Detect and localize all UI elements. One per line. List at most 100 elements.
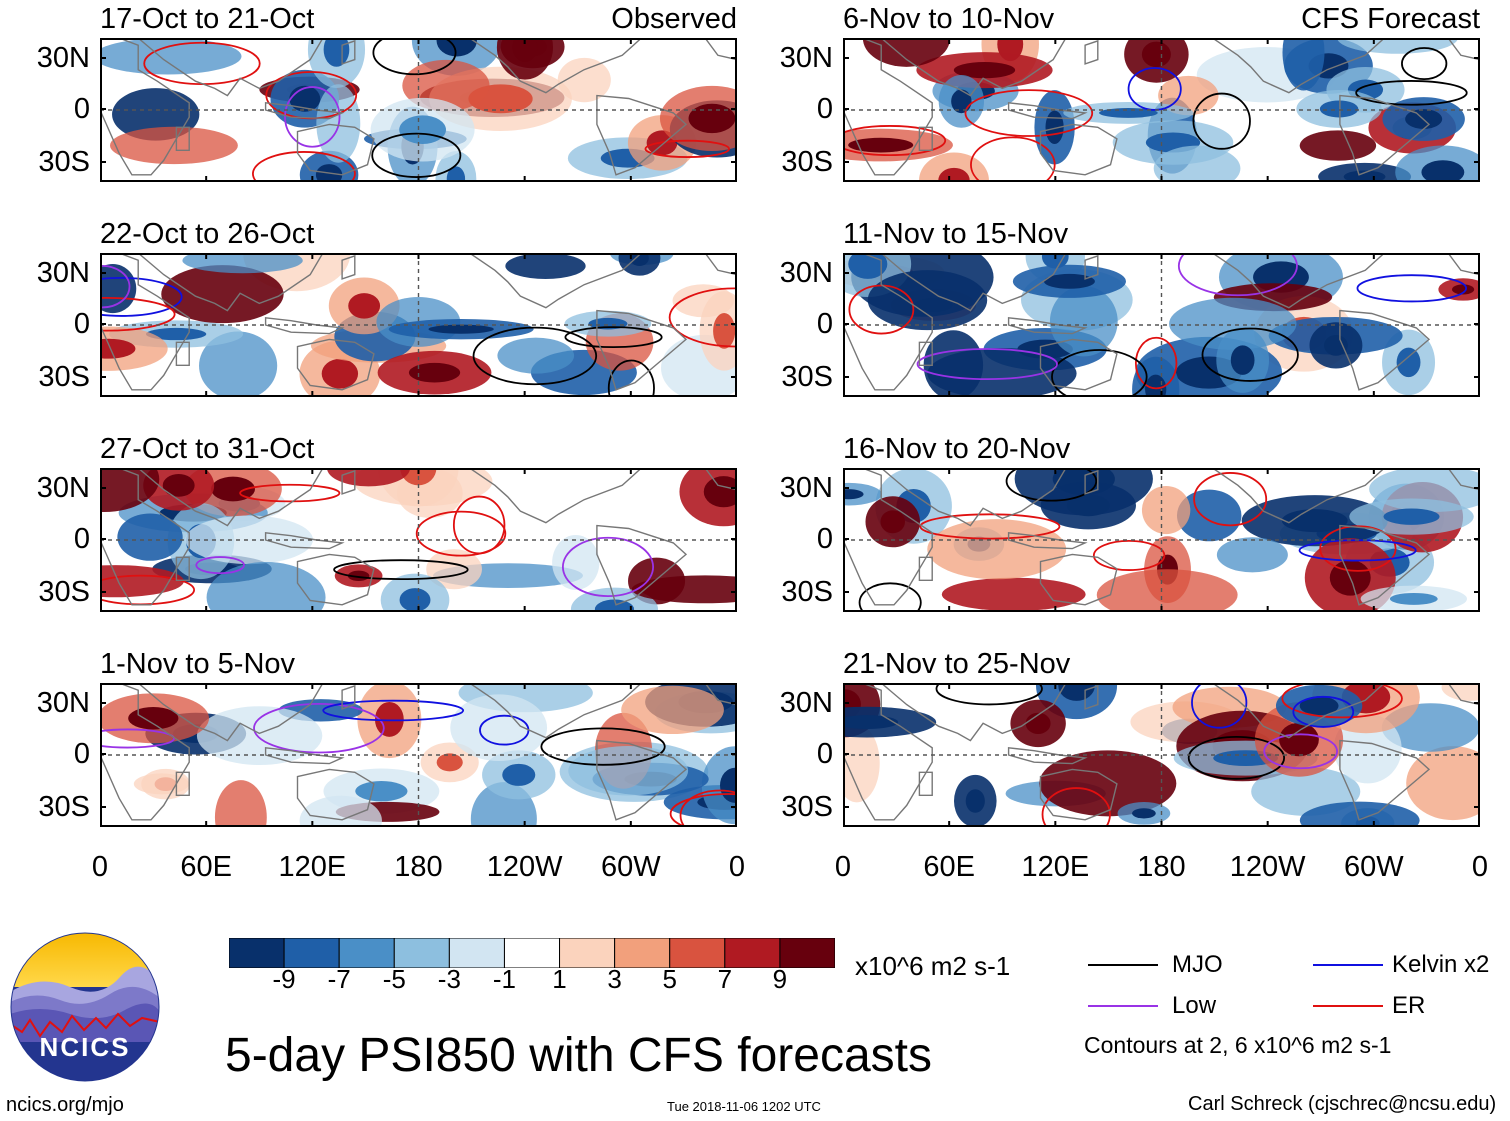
anomaly-core	[145, 327, 207, 341]
wave-contour	[100, 277, 183, 317]
latitude-label: 30N	[779, 42, 833, 74]
colorbar-units: x10^6 m2 s-1	[855, 951, 1011, 981]
latitude-label: 30N	[779, 257, 833, 289]
coastline	[175, 556, 190, 582]
longitude-label: 60E	[923, 851, 975, 883]
latitude-label: 0	[73, 93, 90, 125]
anomaly-shading	[1153, 145, 1241, 182]
anomaly-shading	[206, 562, 326, 612]
wave-contour	[1201, 327, 1299, 382]
anomaly-core	[1025, 712, 1051, 735]
wave-contour	[1356, 274, 1468, 303]
coastline	[880, 683, 1067, 742]
panel-date-range: 1-Nov to 5-Nov	[100, 648, 296, 680]
wave-contour	[1355, 80, 1468, 106]
longitude-label: 120E	[1021, 851, 1090, 883]
anomaly-core	[951, 89, 972, 114]
coastline	[1447, 468, 1480, 491]
latitude-label: 30N	[779, 472, 833, 504]
coastline	[918, 341, 933, 367]
coastline	[704, 468, 737, 491]
coastline	[1007, 317, 1088, 335]
anomaly-shading	[557, 57, 611, 103]
wave-contour	[1177, 253, 1298, 297]
wave-contour	[1193, 472, 1268, 527]
anomaly-shading	[133, 773, 189, 795]
wave-contour	[322, 699, 465, 722]
anomaly-core	[399, 115, 446, 145]
coastline	[704, 683, 737, 706]
anomaly-core	[938, 167, 970, 182]
wave-contour	[1281, 683, 1403, 719]
wave-contour	[371, 132, 462, 178]
longitude-label: 180	[1137, 851, 1186, 883]
footer-author[interactable]: Carl Schreck (cjschrec@ncsu.edu)	[1188, 1093, 1497, 1115]
anomaly-core	[1396, 347, 1421, 378]
anomaly-shading	[1169, 297, 1297, 350]
wave-contour	[564, 326, 663, 349]
coastline	[1084, 469, 1099, 495]
coastline	[918, 556, 933, 582]
wave-contour	[561, 536, 655, 598]
coastline	[880, 468, 1067, 527]
wave-contour	[916, 348, 1058, 381]
er-legend-line	[1313, 1005, 1383, 1007]
latitude-label: 30N	[36, 472, 90, 504]
panel-source-tag: CFS Forecast	[1301, 3, 1480, 35]
anomaly-core	[211, 476, 255, 502]
anomaly-core	[436, 38, 477, 57]
latitude-label: 30N	[779, 687, 833, 719]
footer-timestamp: Tue 2018-11-06 1202 UTC	[667, 1099, 821, 1114]
anomaly-core	[1421, 160, 1465, 182]
anomaly-core	[688, 103, 736, 134]
anomaly-shading	[1216, 537, 1288, 573]
er-legend-label: ER	[1392, 992, 1426, 1019]
anomaly-core	[1043, 273, 1095, 289]
anomaly-shading	[450, 694, 548, 762]
psi850-map	[100, 253, 737, 397]
footer-url[interactable]: ncics.org/mjo	[6, 1094, 124, 1116]
longitude-label: 0	[1471, 851, 1489, 883]
coastline	[1339, 94, 1431, 176]
wave-contour	[935, 683, 1043, 706]
anomaly-core	[355, 780, 408, 802]
latitude-label: 0	[73, 308, 90, 340]
anomaly-shading	[927, 519, 1067, 580]
kelvin-legend-label: Kelvin x2	[1392, 951, 1490, 978]
coastline	[918, 771, 933, 797]
wave-contour	[540, 727, 666, 766]
wave-contour	[1041, 787, 1111, 827]
latitude-label: 0	[816, 738, 833, 770]
anomaly-core	[1389, 592, 1438, 605]
coastline	[1447, 38, 1480, 61]
coastline	[341, 469, 356, 495]
coastline	[264, 532, 345, 550]
colorbar-swatch	[228, 937, 285, 969]
anomaly-core	[512, 38, 538, 62]
coastline	[468, 253, 643, 309]
wave-contour	[252, 151, 356, 182]
anomaly-core	[321, 358, 359, 389]
coastline	[264, 102, 345, 120]
psi850-map	[843, 683, 1480, 827]
longitude-label: 120W	[486, 851, 563, 883]
coastline	[175, 771, 190, 797]
coastline	[137, 253, 324, 312]
anomaly-core	[713, 312, 736, 349]
wave-contour	[1127, 67, 1182, 111]
anomaly-shading	[1176, 489, 1242, 542]
wave-contour	[100, 728, 175, 749]
coastline	[296, 123, 375, 176]
anomaly-core	[374, 701, 404, 737]
panel-date-range: 22-Oct to 26-Oct	[100, 218, 315, 250]
anomaly-shading	[117, 513, 183, 561]
contour-note: Contours at 2, 6 x10^6 m2 s-1	[1084, 1032, 1392, 1058]
colorbar-swatch	[559, 937, 616, 969]
anomaly-shading	[505, 253, 586, 279]
coastline	[1211, 253, 1386, 309]
wave-contour	[195, 556, 245, 575]
anomaly-shading	[182, 253, 303, 274]
coastline	[1211, 468, 1386, 524]
panel-date-range: 6-Nov to 10-Nov	[843, 3, 1055, 35]
wave-contour	[284, 86, 341, 148]
